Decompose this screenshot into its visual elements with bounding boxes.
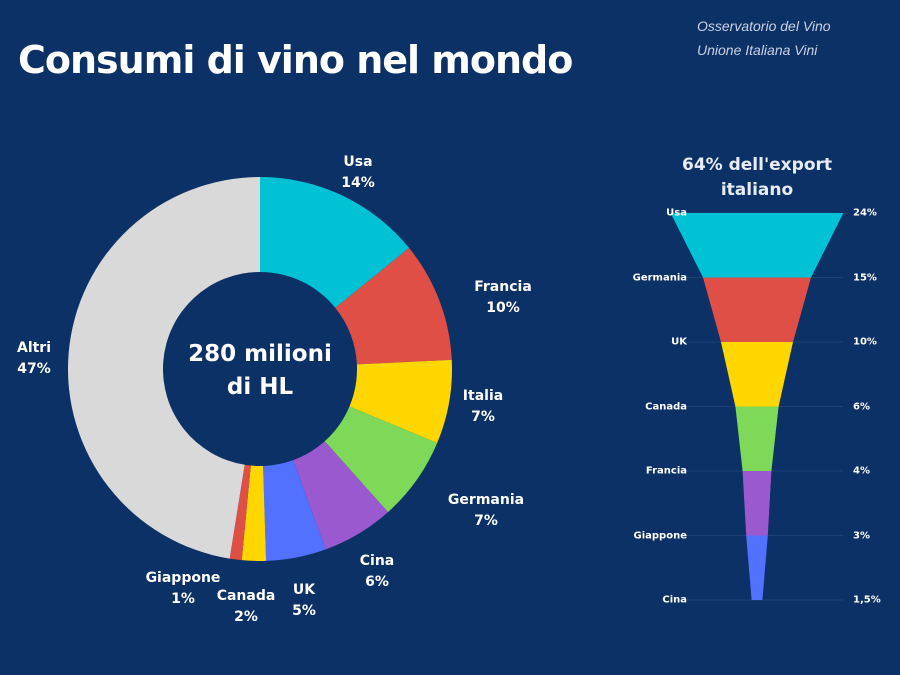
donut-label-usa: Usa 14%	[341, 152, 375, 194]
value-label: 7%	[471, 409, 495, 425]
donut-center-label: 280 milioni di HL	[188, 338, 332, 404]
funnel-segment-usa	[670, 213, 844, 278]
funnel-title: 64% dell'export italiano	[682, 153, 832, 203]
donut-label-uk: UK 5%	[292, 580, 316, 622]
category-label: Usa	[343, 154, 373, 170]
source-line: Osservatorio del Vino	[697, 18, 831, 34]
funnel-segment-canada	[735, 406, 779, 471]
funnel-segment-giappone	[746, 535, 768, 600]
value-label: 6%	[365, 574, 389, 590]
funnel-title-line: italiano	[720, 180, 794, 200]
funnel-segment-uk	[721, 342, 793, 407]
donut-label-cina: Cina 6%	[360, 551, 395, 593]
category-label: Altri	[16, 340, 52, 356]
donut-label-francia: Francia 10%	[474, 277, 532, 319]
donut-label-altri: Altri 47%	[17, 338, 51, 380]
funnel-value-label: 6%	[853, 401, 870, 412]
funnel-category-label: Cina	[662, 594, 687, 606]
funnel-value-label: 3%	[853, 530, 870, 541]
center-line: di HL	[226, 374, 294, 400]
funnel-value-label: 1,5%	[853, 594, 881, 606]
funnel-category-label: Germania	[632, 272, 687, 283]
value-label: 7%	[474, 513, 498, 529]
center-line: 280 milioni	[188, 341, 332, 367]
value-label: 1%	[171, 591, 195, 607]
donut-slice-usa	[260, 177, 410, 308]
funnel-value-label: 15%	[853, 272, 877, 283]
donut-slice-germania	[324, 406, 438, 513]
source-line: Unione Italiana Vini	[697, 42, 818, 58]
value-label: 10%	[486, 300, 520, 316]
value-label: 47%	[17, 361, 51, 377]
donut-label-giappone: Giappone 1%	[146, 568, 221, 610]
donut-slice-altri	[67, 177, 260, 559]
source-credit: Osservatorio del Vino Unione Italiana Vi…	[697, 14, 831, 62]
funnel-category-label: Giappone	[633, 530, 687, 541]
donut-slice-giappone	[229, 464, 251, 561]
category-label: Giappone	[145, 570, 221, 586]
funnel-segment-francia	[742, 471, 772, 536]
value-label: 5%	[292, 603, 316, 619]
donut-slice-cina	[293, 441, 389, 550]
category-label: Cina	[359, 553, 395, 569]
category-label: Italia	[462, 388, 504, 404]
category-label: Canada	[216, 588, 276, 604]
donut-label-italia: Italia 7%	[463, 386, 503, 428]
category-label: Germania	[447, 492, 525, 508]
category-label: Francia	[474, 279, 532, 295]
funnel-category-label: Usa	[666, 207, 687, 219]
donut-slice-italia	[349, 359, 452, 444]
donut-slice-canada	[241, 465, 267, 561]
funnel-category-label: Canada	[645, 401, 687, 412]
donut-slice-francia	[335, 247, 452, 365]
funnel-value-label: 24%	[853, 207, 877, 219]
value-label: 14%	[341, 175, 375, 191]
funnel-value-label: 4%	[853, 465, 870, 477]
category-label: UK	[292, 582, 316, 598]
page-title: Consumi di vino nel mondo	[18, 38, 573, 82]
funnel-category-label: Francia	[645, 465, 687, 477]
funnel-value-label: 10%	[853, 336, 877, 348]
funnel-segment-germania	[703, 277, 811, 342]
funnel-category-label: UK	[671, 336, 687, 348]
funnel-title-line: 64% dell'export	[681, 155, 833, 175]
donut-label-canada: Canada 2%	[217, 586, 276, 628]
value-label: 2%	[234, 609, 258, 625]
donut-label-germania: Germania 7%	[448, 490, 524, 532]
donut-slice-uk	[263, 460, 326, 561]
